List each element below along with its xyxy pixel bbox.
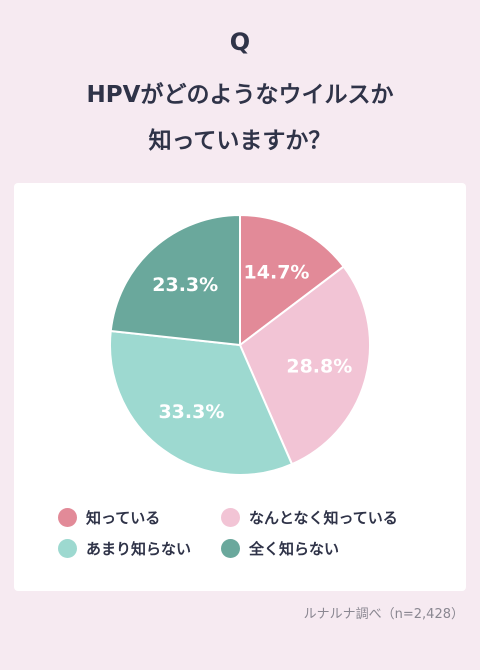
legend-swatch xyxy=(221,539,240,558)
legend-swatch xyxy=(221,508,240,527)
legend-label: 全く知らない xyxy=(249,540,340,558)
chart-title: HPVがどのようなウイルスか 知っていますか？ xyxy=(0,72,480,164)
chart-title-line1: HPVがどのようなウイルスか xyxy=(86,82,394,108)
source-note: ルナルナ調べ（n=2,428） xyxy=(303,607,464,622)
legend-item-shitteiru: 知っている xyxy=(58,507,160,528)
legend-item-nantonaku: なんとなく知っている xyxy=(221,507,398,528)
legend-label: 知っている xyxy=(86,509,161,527)
legend-swatch xyxy=(58,539,77,558)
slice-amari xyxy=(109,329,294,476)
pie-chart: 14.7% 28.8% 33.3% 23.3% xyxy=(109,213,371,476)
data-label-mattaku: 23.3% xyxy=(152,274,218,296)
q-mark: Q xyxy=(229,28,251,56)
data-label-amari: 33.3% xyxy=(158,401,224,423)
slice-nantonaku xyxy=(238,265,371,466)
data-label-nantonaku: 28.8% xyxy=(286,356,352,378)
slice-shitteiru xyxy=(239,213,346,348)
chart-title-line2: 知っていますか？ xyxy=(148,128,332,154)
legend-label: あまり知らない xyxy=(86,540,192,558)
legend-swatch xyxy=(58,508,77,527)
slice-mattaku xyxy=(109,213,241,347)
legend-item-mattaku: 全く知らない xyxy=(221,538,339,559)
data-label-shitteiru: 14.7% xyxy=(244,262,310,284)
legend-label: なんとなく知っている xyxy=(249,509,398,527)
chart-card: 14.7% 28.8% 33.3% 23.3% 知っている なんとなく知っている あま… xyxy=(14,183,466,591)
legend-item-amari: あまり知らない xyxy=(58,538,191,559)
